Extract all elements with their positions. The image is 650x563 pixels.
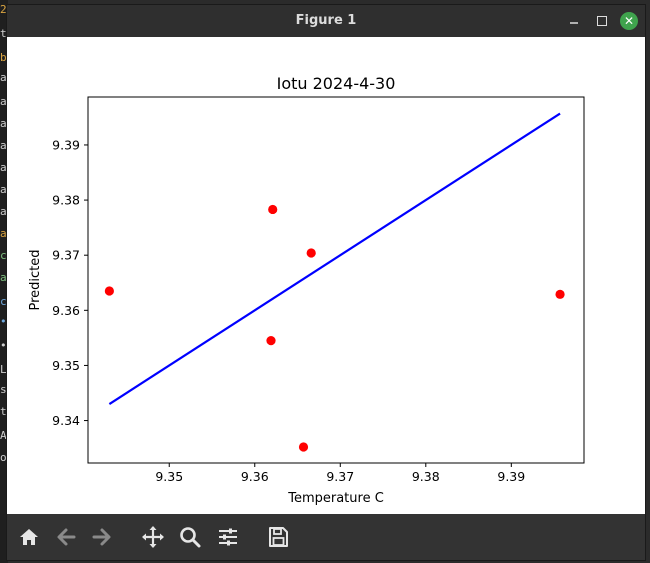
terminal-char: a: [0, 227, 7, 240]
terminal-char: L: [0, 363, 7, 376]
fit-line: [108, 112, 561, 405]
save-floppy-icon: [269, 527, 288, 547]
scatter-chart: Iotu 2024-4-30 9.35 9.36 9.37 9.38 9.39 9.34 9.…: [28, 74, 585, 506]
terminal-char: a: [0, 183, 7, 196]
terminal-char: a: [0, 271, 7, 284]
data-point: [104, 286, 114, 296]
data-point: [268, 204, 278, 215]
axes-frame: [87, 96, 585, 464]
terminal-char: a: [0, 161, 7, 174]
configure-subplots-button[interactable]: [215, 524, 241, 550]
forward-arrow-icon: [92, 528, 111, 546]
x-tick-label: 9.35: [155, 469, 183, 484]
figure-window: Figure 1 ✕ Iotu 2024-4-30 9.35 9.36 9.37 9.3…: [6, 4, 646, 561]
terminal-char: a: [0, 117, 7, 130]
terminal-char: a: [0, 95, 7, 108]
back-button[interactable]: [53, 524, 79, 550]
back-arrow-icon: [57, 528, 76, 546]
terminal-char: 2: [0, 3, 7, 16]
data-point: [298, 442, 309, 452]
x-tick-label: 9.36: [241, 469, 269, 484]
pan-button[interactable]: [140, 524, 166, 550]
close-button[interactable]: ✕: [619, 11, 639, 31]
terminal-char: t: [0, 405, 7, 418]
y-tick-label: 9.38: [52, 193, 80, 208]
x-tick-label: 9.37: [326, 469, 354, 484]
y-axis-label: Predicted: [28, 249, 43, 310]
plot-canvas[interactable]: Iotu 2024-4-30 9.35 9.36 9.37 9.38 9.39 9.34 9.…: [7, 37, 645, 515]
terminal-char: c: [0, 295, 7, 308]
home-button[interactable]: [16, 524, 42, 550]
maximize-button[interactable]: [592, 11, 612, 31]
data-point: [555, 289, 565, 299]
navigation-toolbar: [7, 514, 645, 560]
terminal-char: a: [0, 205, 7, 218]
pan-move-icon: [142, 526, 164, 548]
window-title: Figure 1: [295, 13, 357, 28]
chart-title: Iotu 2024-4-30: [277, 74, 396, 93]
maximize-icon: [597, 16, 607, 26]
x-tick-label: 9.38: [412, 469, 440, 484]
zoom-magnifier-icon: [180, 527, 201, 548]
y-tick-label: 9.35: [52, 358, 80, 373]
zoom-button[interactable]: [177, 524, 203, 550]
x-tick-label: 9.39: [497, 469, 525, 484]
data-point: [306, 248, 316, 258]
terminal-char: •: [0, 315, 7, 328]
terminal-char: t: [0, 27, 7, 40]
terminal-char: a: [0, 139, 7, 152]
terminal-char: •: [0, 339, 7, 352]
window-titlebar[interactable]: Figure 1 ✕: [7, 5, 645, 37]
terminal-char: o: [0, 451, 7, 464]
close-icon: ✕: [620, 12, 638, 30]
terminal-char: c: [0, 249, 7, 262]
y-tick-label: 9.36: [52, 303, 80, 318]
minimize-button[interactable]: [564, 11, 584, 31]
home-icon: [20, 529, 38, 545]
x-axis-label: Temperature C: [287, 491, 384, 506]
terminal-char: b: [0, 51, 7, 64]
y-tick-label: 9.34: [52, 413, 80, 428]
save-button[interactable]: [265, 524, 291, 550]
configure-subplots-icon: [219, 528, 237, 546]
terminal-char: a: [0, 71, 7, 84]
terminal-char: A: [0, 429, 7, 442]
data-point: [266, 336, 276, 346]
y-tick-label: 9.37: [52, 248, 80, 263]
forward-button[interactable]: [89, 524, 115, 550]
terminal-char: s: [0, 383, 7, 396]
y-tick-label: 9.39: [52, 137, 80, 152]
minimize-icon: [570, 22, 578, 24]
